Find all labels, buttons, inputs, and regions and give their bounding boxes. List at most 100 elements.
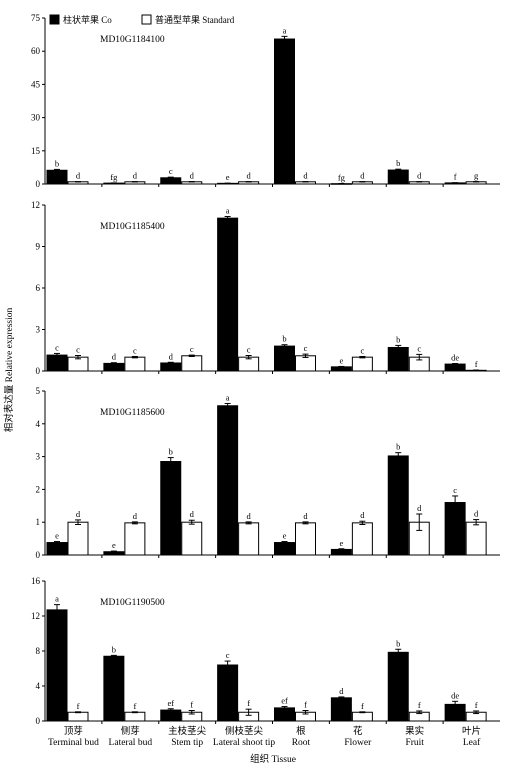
legend-label-standard: 普通型苹果 Standard <box>155 14 235 25</box>
bar-co <box>46 169 68 185</box>
significance-letter: e <box>339 355 343 365</box>
significance-letter: b <box>396 442 400 452</box>
chart-legend: 柱状苹果 Co 普通型苹果 Standard <box>49 14 235 25</box>
y-tick-label: 15 <box>31 146 41 156</box>
significance-letter: b <box>55 158 59 168</box>
significance-letter: e <box>283 531 287 541</box>
significance-letter: c <box>55 342 59 352</box>
significance-letter: d <box>303 511 308 521</box>
legend-label-co: 柱状苹果 Co <box>63 14 112 25</box>
category-label-en: Root <box>292 738 311 748</box>
bar-co <box>160 461 182 556</box>
gene-name: MD10G1184100 <box>100 35 165 45</box>
significance-letter: c <box>133 345 137 355</box>
gene-name: MD10G1185600 <box>100 408 165 418</box>
significance-letter: d <box>417 503 422 513</box>
significance-letter: a <box>283 25 287 35</box>
significance-letter: f <box>475 359 478 369</box>
y-tick-label: 16 <box>31 576 41 586</box>
bar-standard <box>181 521 203 556</box>
significance-letter: d <box>112 352 117 362</box>
significance-letter: d <box>133 511 138 521</box>
bar-co <box>274 38 295 185</box>
significance-letter: d <box>360 171 365 181</box>
y-tick-label: 12 <box>31 611 40 621</box>
significance-letter: c <box>226 650 230 660</box>
significance-letter: f <box>77 701 80 711</box>
y-tick-label: 1 <box>36 517 41 527</box>
significance-letter: b <box>396 334 400 344</box>
bar-co <box>103 655 125 722</box>
significance-letter: f <box>304 700 307 710</box>
bar-standard <box>351 356 373 372</box>
y-tick-label: 60 <box>31 46 41 56</box>
category-label-en: Lateral bud <box>109 738 153 748</box>
significance-letter: e <box>55 531 59 541</box>
category-label-zh: 花 <box>353 725 363 737</box>
bar-co <box>160 362 182 372</box>
significance-letter: d <box>417 171 422 181</box>
panel-2: 0 3 6 9 12 MD10G1185400 c d d a b e b de c c c c c c c f <box>31 200 500 376</box>
bar-standard <box>295 355 316 372</box>
gene-name: MD10G1190500 <box>100 598 165 608</box>
significance-letter: f <box>190 700 193 710</box>
category-label-en: Flower <box>344 738 372 748</box>
x-axis-title: 组织 Tissue <box>250 753 296 765</box>
panel-3: 0 1 2 3 4 5 MD10G1185600 e e b a e e b c d d d d d d d d <box>36 386 500 560</box>
y-tick-label: 0 <box>36 550 41 560</box>
significance-letter: f <box>247 698 250 708</box>
bar-co <box>444 502 466 556</box>
significance-letter: c <box>247 345 251 355</box>
bar-co <box>274 707 295 722</box>
significance-letter: b <box>396 638 400 648</box>
y-tick-label: 4 <box>36 419 41 429</box>
significance-letter: c <box>190 344 194 354</box>
y-tick-label: 3 <box>36 452 41 462</box>
significance-letter: fg <box>110 172 118 182</box>
significance-letter: f <box>475 700 478 710</box>
y-tick-label: 45 <box>31 79 41 89</box>
y-tick-label: 6 <box>36 283 41 293</box>
significance-letter: f <box>418 700 421 710</box>
y-tick-label: 4 <box>36 681 41 691</box>
bar-co <box>274 345 295 372</box>
significance-letter: b <box>396 158 400 168</box>
y-tick-label: 8 <box>36 646 41 656</box>
y-tick-label: 0 <box>36 179 41 189</box>
significance-letter: ef <box>167 698 174 708</box>
significance-letter: f <box>454 172 457 182</box>
legend-swatch-co <box>49 14 60 25</box>
bar-co <box>387 651 409 722</box>
significance-letter: de <box>451 690 459 700</box>
significance-letter: d <box>190 509 195 519</box>
significance-letter: c <box>169 166 173 176</box>
category-label-zh: 侧芽 <box>121 725 140 737</box>
y-tick-label: 30 <box>31 113 41 123</box>
significance-letter: d <box>360 510 365 520</box>
category-label-en: Fruit <box>405 738 424 748</box>
bar-co <box>330 697 352 722</box>
bar-co <box>387 169 409 185</box>
category-label-zh: 果实 <box>405 725 424 737</box>
legend-swatch-standard <box>141 14 152 25</box>
bar-standard <box>295 522 316 556</box>
gene-name: MD10G1185400 <box>100 222 165 232</box>
significance-letter: f <box>133 701 136 711</box>
significance-letter: de <box>451 353 459 363</box>
significance-letter: d <box>339 686 344 696</box>
bar-standard <box>238 522 260 556</box>
y-tick-label: 12 <box>31 200 40 210</box>
category-label-zh: 主枝茎尖 <box>168 725 207 737</box>
significance-letter: fg <box>338 173 346 183</box>
y-axis-title: 相对表达量 Relative expression <box>3 307 15 432</box>
y-tick-label: 2 <box>36 484 41 494</box>
bar-co <box>46 354 68 372</box>
category-label-zh: 叶片 <box>462 725 481 737</box>
y-tick-label: 0 <box>36 716 41 726</box>
significance-letter: c <box>304 343 308 353</box>
bar-standard <box>124 711 146 722</box>
